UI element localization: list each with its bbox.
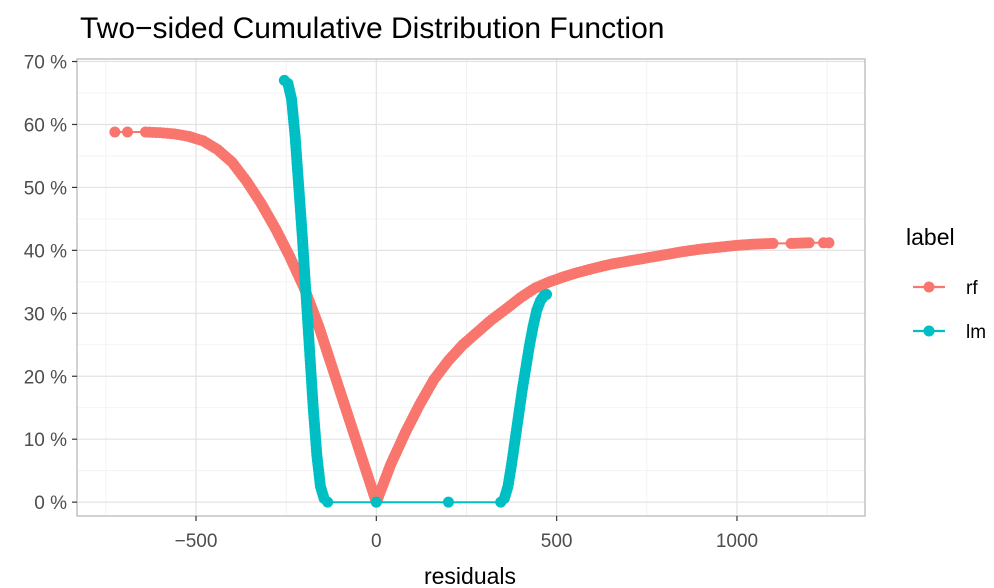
- y-tick-label: 10 %: [24, 430, 67, 451]
- x-tick-label: 500: [541, 531, 573, 552]
- data-point-rf: [803, 237, 815, 249]
- axis-ticks: −500 0 500 1000 0 % 10 % 20 % 30 % 40 % 50 % 60 % 7…: [24, 53, 758, 552]
- data-point-lm: [370, 496, 382, 508]
- gridlines: [77, 59, 865, 516]
- x-tick-label: −500: [175, 531, 218, 552]
- legend-key-point: [923, 325, 935, 337]
- data-point-rf: [823, 237, 835, 249]
- series-lm: [278, 74, 553, 508]
- x-tick-label: 1000: [716, 531, 758, 552]
- data-point-lm: [442, 496, 454, 508]
- y-tick-label: 0 %: [34, 493, 67, 514]
- series-rf: [109, 126, 835, 508]
- y-tick-label: 50 %: [24, 178, 67, 199]
- y-tick-label: 20 %: [24, 367, 67, 388]
- data-point-rf: [767, 237, 779, 249]
- data-point-lm: [322, 496, 334, 508]
- legend-title: label: [906, 224, 955, 250]
- y-tick-label: 70 %: [24, 53, 67, 74]
- legend-entry-rf: rf: [913, 278, 978, 299]
- series-layer: [109, 74, 835, 508]
- legend-key-point: [923, 281, 935, 293]
- y-tick-label: 60 %: [24, 115, 67, 136]
- x-axis-title: residuals: [424, 563, 516, 588]
- data-point-rf: [109, 126, 121, 138]
- legend-label: lm: [966, 322, 986, 343]
- legend: label rf lm: [906, 224, 986, 343]
- data-point-lm: [541, 288, 553, 300]
- legend-label: rf: [966, 278, 978, 299]
- chart-title: Two−sided Cumulative Distribution Functi…: [80, 12, 664, 45]
- legend-entry-lm: lm: [913, 322, 986, 343]
- x-tick-label: 0: [371, 531, 382, 552]
- y-tick-label: 30 %: [24, 304, 67, 325]
- data-point-rf: [121, 126, 133, 138]
- y-tick-label: 40 %: [24, 241, 67, 262]
- panel-border: [76, 58, 866, 517]
